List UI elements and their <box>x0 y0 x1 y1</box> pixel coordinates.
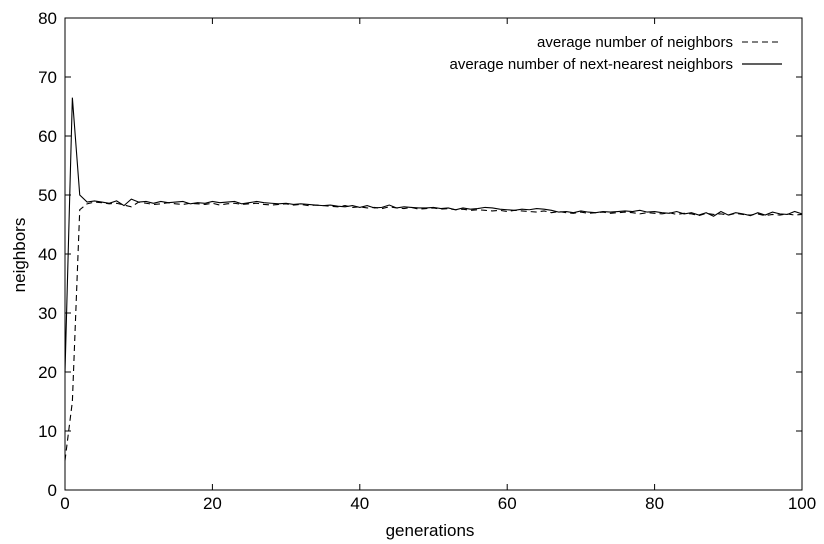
y-tick-label: 80 <box>38 9 57 28</box>
x-tick-label: 40 <box>350 494 369 513</box>
legend-label-next-nearest: average number of next-nearest neighbors <box>449 56 733 73</box>
legend: average number of neighbors average numb… <box>449 34 782 73</box>
series-layer <box>64 97 803 461</box>
y-tick-label: 20 <box>38 363 57 382</box>
y-tick-label: 10 <box>38 422 57 441</box>
x-axis-label: generations <box>386 521 475 540</box>
y-tick-label: 0 <box>48 481 57 500</box>
x-tick-label: 60 <box>498 494 517 513</box>
series-line-neighbors <box>64 201 803 461</box>
y-tick-label: 60 <box>38 127 57 146</box>
y-tick-label: 70 <box>38 68 57 87</box>
plot-area <box>64 17 803 491</box>
axis-ticks: 0 20 40 60 80 100 0 10 20 30 40 50 60 70 80 <box>38 9 816 513</box>
plot-border <box>64 17 803 491</box>
x-tick-label: 80 <box>645 494 664 513</box>
x-tick-label: 0 <box>60 494 69 513</box>
y-tick-label: 40 <box>38 245 57 264</box>
series-line-next-nearest-neighbors <box>64 97 803 373</box>
x-tick-label: 20 <box>203 494 222 513</box>
legend-label-neighbors: average number of neighbors <box>537 34 733 51</box>
y-axis-label: neighbors <box>10 218 29 293</box>
y-tick-label: 50 <box>38 186 57 205</box>
x-tick-label: 100 <box>788 494 816 513</box>
y-tick-label: 30 <box>38 304 57 323</box>
